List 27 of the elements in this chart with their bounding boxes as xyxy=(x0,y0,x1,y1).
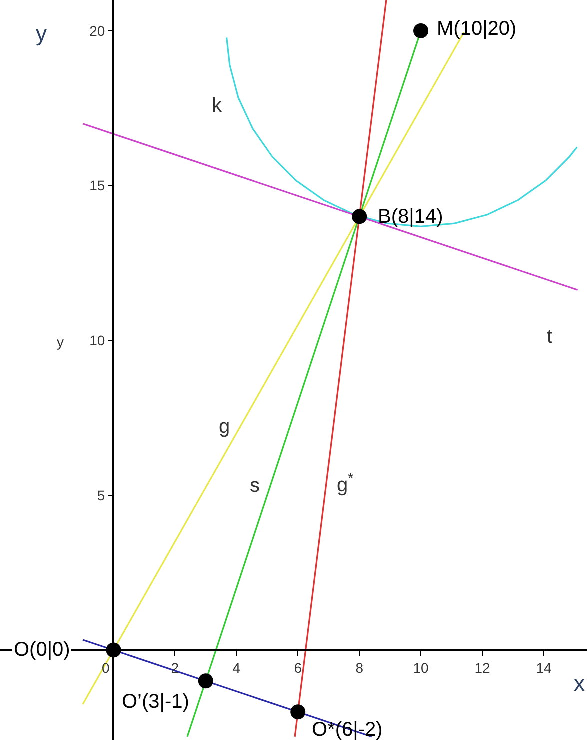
y-tick-label: 5 xyxy=(97,487,106,504)
y-tick-label: 15 xyxy=(90,178,106,194)
x-tick-label: 6 xyxy=(294,660,302,676)
x-tick-label: 12 xyxy=(474,660,491,676)
annotation: k xyxy=(212,95,223,117)
x-tick-label: 10 xyxy=(413,660,430,676)
annotation: O’(3|-1) xyxy=(122,691,190,713)
x-tick-label: 4 xyxy=(232,660,241,676)
y-tick-label: 10 xyxy=(90,332,106,348)
point xyxy=(414,23,429,38)
annotation: t xyxy=(547,326,553,348)
annotation: M(10|20) xyxy=(437,18,517,40)
annotation: g xyxy=(219,416,230,438)
x-tick-label: 8 xyxy=(356,660,364,676)
annotation: O(0|0) xyxy=(14,639,70,661)
annotation: B(8|14) xyxy=(378,206,444,228)
point xyxy=(352,209,368,224)
y-axis-title: y xyxy=(36,21,47,46)
point xyxy=(290,704,306,720)
annotation: g$^{*}$ xyxy=(337,470,354,496)
x-axis-title: x xyxy=(574,671,585,696)
x-tick-label: 14 xyxy=(536,660,552,676)
annotation: s xyxy=(250,475,260,497)
x-tick-label: 0 xyxy=(102,660,126,676)
annotation: y xyxy=(57,334,64,350)
y-tick-label: 20 xyxy=(90,22,106,39)
point xyxy=(198,674,214,689)
